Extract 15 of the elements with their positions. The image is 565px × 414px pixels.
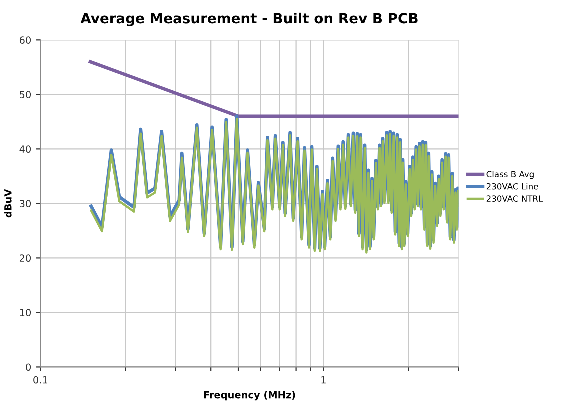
y-tick-label: 0 (26, 364, 32, 372)
y-tick-label: 60 (20, 36, 32, 44)
legend-label: 230VAC Line (486, 183, 538, 190)
y-tick-label: 20 (20, 254, 32, 262)
x-axis-title: Frequency (MHz) (204, 391, 296, 401)
x-tick-label: 1 (322, 376, 326, 384)
legend-label: Class B Avg (486, 171, 534, 180)
y-axis-title: dBuV (4, 189, 12, 218)
y-tick-label: 40 (20, 146, 32, 154)
legend-label: 230VAC NTRL (486, 196, 544, 202)
y-tick-label: 30 (20, 200, 32, 208)
y-tick-label: 50 (20, 91, 32, 98)
x-tick-label: 0.1 (34, 376, 48, 384)
y-tick-label: 10 (20, 309, 32, 317)
chart-title: Average Measurement - Built on Rev B PCB (80, 12, 418, 26)
